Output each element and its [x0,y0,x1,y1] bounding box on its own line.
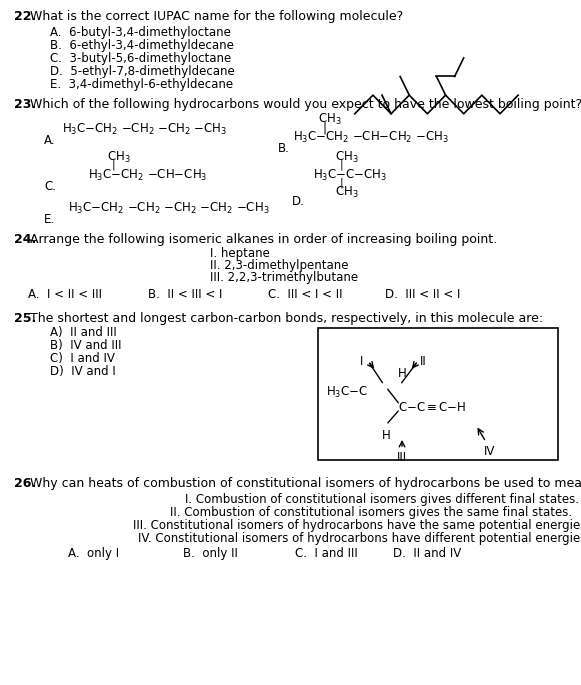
Text: C$-$C$\equiv$C$-$H: C$-$C$\equiv$C$-$H [398,401,467,414]
Text: C.  III < I < II: C. III < I < II [268,288,343,301]
Text: H: H [382,429,391,442]
Text: D.: D. [292,195,305,208]
Text: Arrange the following isomeric alkanes in order of increasing boiling point.: Arrange the following isomeric alkanes i… [30,233,497,246]
Text: D.  5-ethyl-7,8-dimethyldecane: D. 5-ethyl-7,8-dimethyldecane [50,65,235,78]
Text: C.  I and III: C. I and III [295,547,358,560]
Text: B.  II < III < I: B. II < III < I [148,288,223,301]
Text: |: | [340,177,343,188]
Text: H$_3$C$-$CH$_2$ $-$CH$_2$ $-$CH$_2$ $-$CH$_2$ $-$CH$_3$: H$_3$C$-$CH$_2$ $-$CH$_2$ $-$CH$_2$ $-$C… [68,201,270,216]
Text: A)  II and III: A) II and III [50,326,117,339]
Text: H: H [398,367,407,380]
Text: II. Combustion of constitutional isomers gives the same final states.: II. Combustion of constitutional isomers… [170,506,572,519]
Text: I: I [360,355,363,368]
Text: D.  II and IV: D. II and IV [393,547,461,560]
Text: E.: E. [44,213,55,226]
Text: III: III [397,451,407,464]
Text: 26.: 26. [14,477,36,490]
Text: IV. Constitutional isomers of hydrocarbons have different potential energies.: IV. Constitutional isomers of hydrocarbo… [138,532,581,545]
Text: CH$_3$: CH$_3$ [318,112,342,127]
Text: What is the correct IUPAC name for the following molecule?: What is the correct IUPAC name for the f… [30,10,403,23]
Text: CH$_3$: CH$_3$ [107,150,131,165]
Text: A.  I < II < III: A. I < II < III [28,288,102,301]
Text: |: | [112,159,116,169]
Text: The shortest and longest carbon-carbon bonds, respectively, in this molecule are: The shortest and longest carbon-carbon b… [30,312,543,325]
Text: B.: B. [278,142,290,155]
Text: 23.: 23. [14,98,36,111]
Text: III. 2,2,3-trimethylbutane: III. 2,2,3-trimethylbutane [210,271,358,284]
Text: Which of the following hydrocarbons would you expect to have the lowest boiling : Which of the following hydrocarbons woul… [30,98,581,111]
Text: |: | [340,159,343,169]
Text: B.  6-ethyl-3,4-dimethyldecane: B. 6-ethyl-3,4-dimethyldecane [50,39,234,52]
Text: III. Constitutional isomers of hydrocarbons have the same potential energies.: III. Constitutional isomers of hydrocarb… [133,519,581,532]
Text: II. 2,3-dimethylpentane: II. 2,3-dimethylpentane [210,259,349,272]
Text: C.: C. [44,180,56,193]
Text: A.: A. [44,134,56,147]
Text: |: | [323,121,327,134]
Text: C.  3-butyl-5,6-dimethyloctane: C. 3-butyl-5,6-dimethyloctane [50,52,231,65]
Text: I. Combustion of constitutional isomers gives different final states.: I. Combustion of constitutional isomers … [185,493,579,506]
Bar [318,328,558,460]
Text: C)  I and IV: C) I and IV [50,352,115,365]
Text: II: II [420,355,427,368]
Text: B.  only II: B. only II [183,547,238,560]
Text: CH$_3$: CH$_3$ [335,185,358,200]
Text: H$_3$C$-$CH$_2$ $-$CH$_2$ $-$CH$_2$ $-$CH$_3$: H$_3$C$-$CH$_2$ $-$CH$_2$ $-$CH$_2$ $-$C… [62,122,227,137]
Text: H$_3$C$-$CH$_2$ $-$CH$-$CH$_3$: H$_3$C$-$CH$_2$ $-$CH$-$CH$_3$ [88,168,207,183]
Text: 24.: 24. [14,233,36,246]
Text: H$_3$C$-$CH$_2$ $-$CH$-$CH$_2$ $-$CH$_3$: H$_3$C$-$CH$_2$ $-$CH$-$CH$_2$ $-$CH$_3$ [293,130,449,145]
Text: I. heptane: I. heptane [210,247,270,260]
Text: 25.: 25. [14,312,36,325]
Text: CH$_3$: CH$_3$ [335,150,358,165]
Text: IV: IV [484,445,496,458]
Text: D)  IV and I: D) IV and I [50,365,116,378]
Text: B)  IV and III: B) IV and III [50,339,121,352]
Text: E.  3,4-dimethyl-6-ethyldecane: E. 3,4-dimethyl-6-ethyldecane [50,78,233,91]
Text: A.  only I: A. only I [68,547,119,560]
Text: Why can heats of combustion of constitutional isomers of hydrocarbons be used to: Why can heats of combustion of constitut… [30,477,581,490]
Text: H$_3$C$-$C$-$CH$_3$: H$_3$C$-$C$-$CH$_3$ [313,168,388,183]
Text: D.  III < II < I: D. III < II < I [385,288,460,301]
Text: H$_3$C$-$C: H$_3$C$-$C [326,385,368,400]
Text: 22.: 22. [14,10,36,23]
Text: A.  6-butyl-3,4-dimethyloctane: A. 6-butyl-3,4-dimethyloctane [50,26,231,39]
